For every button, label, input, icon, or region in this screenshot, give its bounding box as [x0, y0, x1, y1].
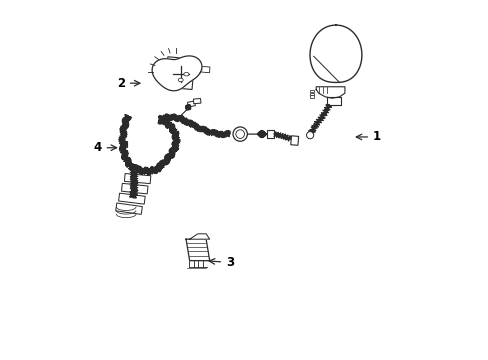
Bar: [187, 101, 195, 107]
Polygon shape: [326, 97, 341, 105]
Bar: [290, 136, 298, 145]
Bar: [121, 183, 148, 194]
Bar: [309, 90, 314, 93]
Text: 2: 2: [117, 77, 140, 90]
Bar: [119, 193, 145, 204]
Bar: [266, 130, 273, 138]
Text: 3: 3: [209, 256, 234, 269]
Polygon shape: [316, 87, 344, 98]
Bar: [165, 57, 194, 90]
Bar: [116, 203, 142, 215]
Circle shape: [233, 127, 247, 141]
Bar: [120, 141, 126, 147]
Bar: [124, 174, 150, 184]
Bar: [193, 99, 201, 104]
Text: 1: 1: [356, 130, 381, 144]
Polygon shape: [309, 25, 361, 82]
Ellipse shape: [183, 72, 188, 76]
Circle shape: [306, 132, 313, 139]
Bar: [201, 66, 209, 73]
Text: 4: 4: [93, 141, 116, 154]
Polygon shape: [152, 56, 202, 91]
Polygon shape: [189, 234, 209, 239]
Bar: [309, 93, 314, 95]
Bar: [309, 95, 314, 98]
Circle shape: [235, 130, 244, 138]
Polygon shape: [185, 239, 209, 261]
Ellipse shape: [178, 78, 183, 82]
